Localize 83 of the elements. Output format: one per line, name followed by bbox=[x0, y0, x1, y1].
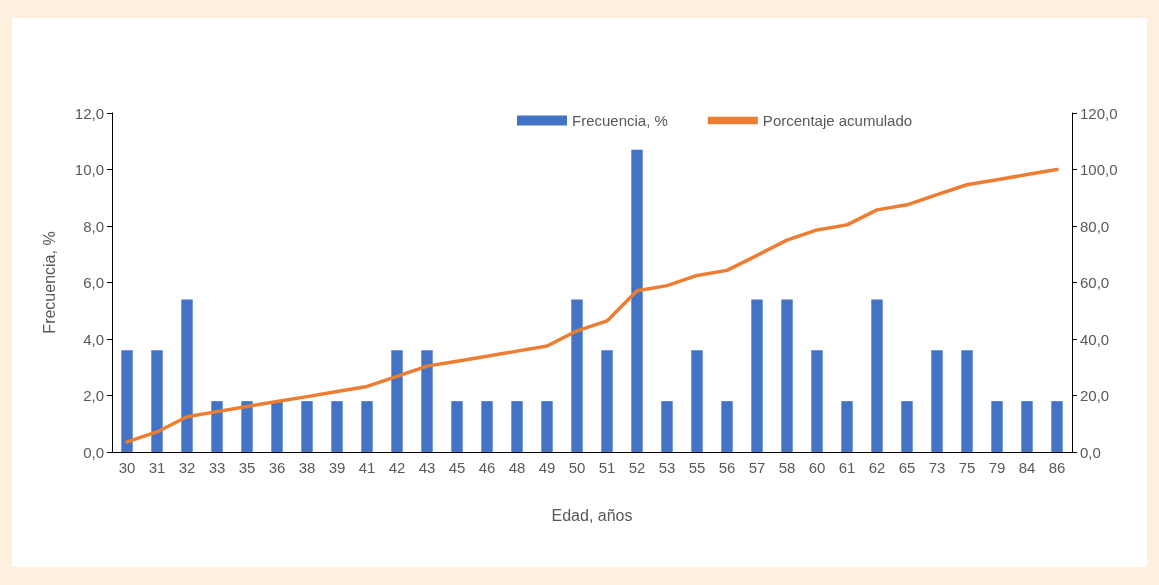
y2-tick-label: 20,0 bbox=[1080, 387, 1110, 404]
bar bbox=[481, 401, 493, 452]
x-tick-label: 49 bbox=[538, 459, 556, 476]
bar bbox=[181, 299, 193, 452]
bar bbox=[691, 350, 703, 452]
x-tick-label: 75 bbox=[958, 459, 976, 476]
y-axis-title: Frecuencia, % bbox=[40, 231, 58, 334]
x-tick-label: 50 bbox=[568, 459, 586, 476]
bar bbox=[601, 350, 613, 452]
bar bbox=[841, 401, 853, 452]
x-tick-label: 56 bbox=[718, 459, 736, 476]
bar bbox=[211, 401, 223, 452]
bar bbox=[931, 350, 943, 452]
x-tick-label: 53 bbox=[658, 459, 676, 476]
legend-label: Porcentaje acumulado bbox=[762, 112, 913, 129]
x-tick-label: 62 bbox=[868, 459, 886, 476]
x-tick-label: 46 bbox=[478, 459, 496, 476]
bar bbox=[901, 401, 913, 452]
bar bbox=[361, 401, 373, 452]
bar bbox=[871, 299, 883, 452]
bar bbox=[451, 401, 463, 452]
bar bbox=[961, 350, 973, 452]
bar bbox=[241, 401, 253, 452]
legend-label: Frecuencia, % bbox=[572, 112, 668, 129]
bar bbox=[1021, 401, 1033, 452]
bar bbox=[271, 401, 283, 452]
x-tick-label: 35 bbox=[238, 459, 256, 476]
x-tick-label: 41 bbox=[358, 459, 376, 476]
x-axis-title: Edad, años bbox=[551, 506, 633, 524]
bar bbox=[811, 350, 823, 452]
x-tick-label: 45 bbox=[448, 459, 466, 476]
y2-tick-label: 60,0 bbox=[1080, 274, 1110, 291]
x-tick-label: 32 bbox=[178, 459, 196, 476]
bar bbox=[541, 401, 553, 452]
x-tick-label: 73 bbox=[928, 459, 946, 476]
x-tick-label: 42 bbox=[388, 459, 406, 476]
y-tick-label: 6,0 bbox=[83, 274, 104, 291]
x-tick-label: 31 bbox=[148, 459, 166, 476]
x-tick-label: 57 bbox=[748, 459, 766, 476]
x-tick-label: 43 bbox=[418, 459, 436, 476]
bar bbox=[421, 350, 433, 452]
x-tick-label: 36 bbox=[268, 459, 286, 476]
x-tick-label: 39 bbox=[328, 459, 346, 476]
y2-tick-label: 0,0 bbox=[1080, 443, 1101, 461]
x-tick-label: 84 bbox=[1018, 459, 1036, 476]
line-series bbox=[125, 167, 1059, 444]
x-tick-label: 30 bbox=[118, 459, 136, 476]
x-tick-label: 51 bbox=[598, 459, 616, 476]
bar bbox=[631, 149, 643, 452]
y-tick-label: 12,0 bbox=[74, 104, 104, 122]
x-tick-label: 55 bbox=[688, 459, 706, 476]
x-tick-label: 52 bbox=[628, 459, 646, 476]
y-tick-label: 4,0 bbox=[83, 330, 104, 348]
bar bbox=[751, 299, 763, 452]
y2-tick-label: 100,0 bbox=[1080, 161, 1118, 178]
bar bbox=[781, 299, 793, 452]
x-tick-label: 38 bbox=[298, 459, 316, 476]
bar bbox=[721, 401, 733, 452]
bar bbox=[1051, 401, 1063, 452]
y-tick-label: 0,0 bbox=[83, 443, 104, 461]
bar bbox=[661, 401, 673, 452]
y2-tick-label: 80,0 bbox=[1080, 217, 1110, 235]
x-tick-label: 60 bbox=[808, 459, 826, 476]
y2-tick-label: 40,0 bbox=[1080, 330, 1110, 348]
y2-tick-label: 120,0 bbox=[1080, 104, 1118, 122]
bar bbox=[331, 401, 343, 452]
x-tick-label: 48 bbox=[508, 459, 526, 476]
y-tick-label: 10,0 bbox=[74, 161, 104, 178]
bar bbox=[391, 350, 403, 452]
bar bbox=[991, 401, 1003, 452]
x-tick-label: 65 bbox=[898, 459, 916, 476]
y-tick-label: 2,0 bbox=[83, 387, 104, 404]
bar bbox=[511, 401, 523, 452]
x-tick-label: 58 bbox=[778, 459, 796, 476]
x-tick-label: 86 bbox=[1048, 459, 1066, 476]
bar bbox=[151, 350, 163, 452]
bar bbox=[571, 299, 583, 452]
bar bbox=[301, 401, 313, 452]
x-tick-label: 61 bbox=[838, 459, 856, 476]
bar bbox=[121, 350, 133, 452]
x-tick-label: 79 bbox=[988, 459, 1006, 476]
x-tick-label: 33 bbox=[208, 459, 226, 476]
y-tick-label: 8,0 bbox=[83, 217, 104, 235]
